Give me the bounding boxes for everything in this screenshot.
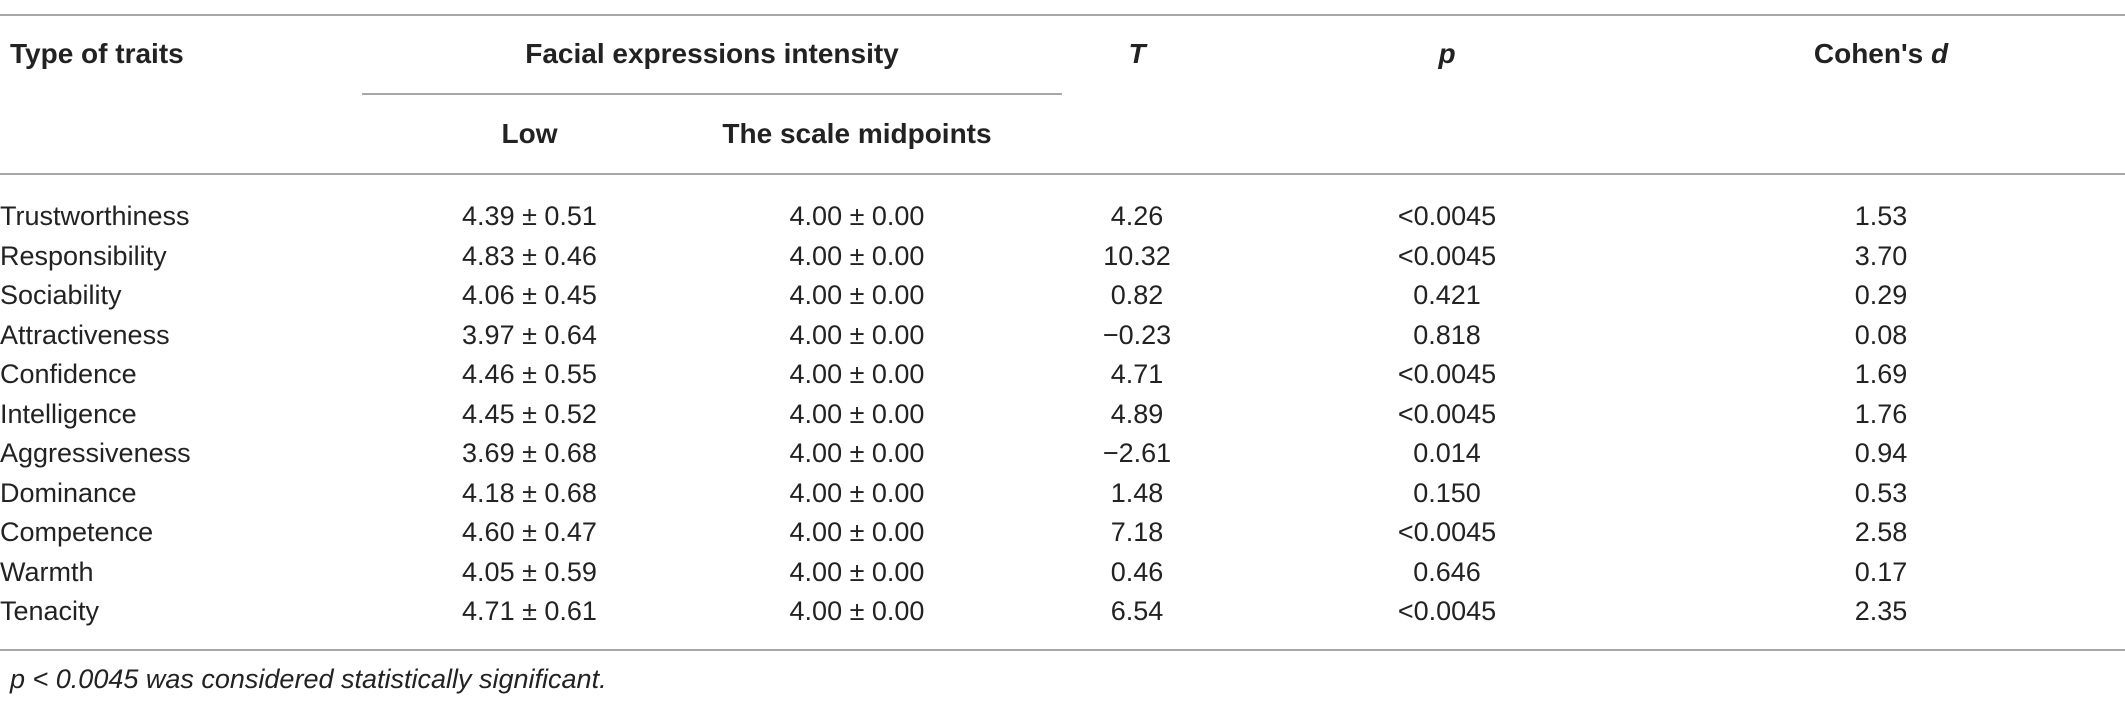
t-cell: 6.54 <box>1110 596 1164 626</box>
t-cell: −2.61 <box>1102 438 1172 468</box>
t-cell: 4.89 <box>1110 398 1164 429</box>
t-cell: 0.46 <box>1110 556 1164 587</box>
trait-cell: Intelligence <box>0 398 137 429</box>
table-row: Trustworthiness 4.39 ± 0.51 4.00 ± 0.00 4.2… <box>0 197 2125 237</box>
table-body: Trustworthiness 4.39 ± 0.51 4.00 ± 0.00 4.2… <box>0 197 2125 632</box>
t-cell: 4.26 <box>1110 201 1164 231</box>
header-scale-midpoints: The scale midpoints <box>722 118 992 149</box>
midpoint-cell: 4.00 ± 0.00 <box>789 240 925 271</box>
midpoint-cell: 4.00 ± 0.00 <box>789 201 925 231</box>
table-row: Tenacity 4.71 ± 0.61 4.00 ± 0.00 6.54 <0.004… <box>0 592 2125 632</box>
midpoint-cell: 4.00 ± 0.00 <box>789 596 925 626</box>
cohens-d-cell: 2.35 <box>1854 596 1908 626</box>
trait-cell: Confidence <box>0 359 137 389</box>
table-bottom-rule <box>0 649 2125 651</box>
trait-cell: Sociability <box>0 280 122 310</box>
midpoint-cell: 4.00 ± 0.00 <box>789 517 925 547</box>
p-cell: 0.014 <box>1413 438 1481 468</box>
low-cell: 4.71 ± 0.61 <box>462 596 597 626</box>
table-row: Competence 4.60 ± 0.47 4.00 ± 0.00 7.18 <0.0… <box>0 513 2125 553</box>
cohens-d-cell: 0.17 <box>1854 556 1908 587</box>
low-cell: 4.60 ± 0.47 <box>462 517 597 547</box>
trait-cell: Attractiveness <box>0 319 170 350</box>
low-cell: 4.39 ± 0.51 <box>462 201 597 231</box>
cohens-d-cell: 0.53 <box>1854 477 1908 508</box>
table-row: Attractiveness 3.97 ± 0.64 4.00 ± 0.00 −0.2… <box>0 316 2125 356</box>
table-row: Sociability 4.06 ± 0.45 4.00 ± 0.00 0.82 0.4… <box>0 276 2125 316</box>
low-cell: 4.05 ± 0.59 <box>462 556 597 587</box>
header-low: Low <box>501 118 558 149</box>
table-row: Aggressiveness 3.69 ± 0.68 4.00 ± 0.00 −2.6… <box>0 434 2125 474</box>
header-bottom-rule <box>0 173 2125 175</box>
t-cell: 10.32 <box>1103 240 1171 271</box>
trait-cell: Aggressiveness <box>0 438 191 468</box>
header-facial-expressions-intensity: Facial expressions intensity <box>525 38 899 69</box>
low-cell: 4.45 ± 0.52 <box>462 398 597 429</box>
trait-cell: Trustworthiness <box>0 201 190 231</box>
table-row: Responsibility 4.83 ± 0.46 4.00 ± 0.00 10.3… <box>0 237 2125 277</box>
midpoint-cell: 4.00 ± 0.00 <box>789 280 925 310</box>
low-cell: 4.83 ± 0.46 <box>462 240 597 271</box>
midpoint-cell: 4.00 ± 0.00 <box>789 556 925 587</box>
low-cell: 3.97 ± 0.64 <box>462 319 597 350</box>
t-cell: 7.18 <box>1110 517 1164 547</box>
t-cell: −0.23 <box>1102 319 1172 350</box>
cohens-d-cell: 3.70 <box>1854 240 1908 271</box>
header-cohens-d-prefix: Cohen's <box>1813 38 1931 69</box>
midpoint-cell: 4.00 ± 0.00 <box>789 319 925 350</box>
t-cell: 0.82 <box>1110 280 1164 310</box>
p-cell: <0.0045 <box>1397 201 1497 231</box>
p-cell: <0.0045 <box>1397 596 1497 626</box>
p-cell: 0.818 <box>1413 319 1481 350</box>
midpoint-cell: 4.00 ± 0.00 <box>789 398 925 429</box>
low-cell: 4.18 ± 0.68 <box>462 477 597 508</box>
header-t: T <box>1017 38 1257 70</box>
midpoint-cell: 4.00 ± 0.00 <box>789 438 925 468</box>
p-cell: <0.0045 <box>1397 517 1497 547</box>
low-cell: 4.06 ± 0.45 <box>462 280 597 310</box>
header-t-symbol: T <box>1128 38 1146 69</box>
data-table: Trustworthiness 4.39 ± 0.51 4.00 ± 0.00 4.2… <box>0 197 2125 632</box>
low-cell: 3.69 ± 0.68 <box>462 438 597 468</box>
table-row: Confidence 4.46 ± 0.55 4.00 ± 0.00 4.71 <0.0… <box>0 355 2125 395</box>
cohens-d-cell: 0.08 <box>1854 319 1908 350</box>
midpoint-cell: 4.00 ± 0.00 <box>789 477 925 508</box>
trait-cell: Tenacity <box>0 596 100 626</box>
trait-cell: Responsibility <box>0 240 167 271</box>
subheader-rule <box>362 93 1062 95</box>
header-p: p <box>1257 38 1637 70</box>
low-cell: 4.46 ± 0.55 <box>462 359 597 389</box>
table-top-rule <box>0 14 2125 16</box>
header-p-symbol: p <box>1438 38 1456 69</box>
cohens-d-cell: 1.53 <box>1854 201 1908 231</box>
p-cell: <0.0045 <box>1397 398 1497 429</box>
p-cell: <0.0045 <box>1397 240 1497 271</box>
header-type-of-traits: Type of traits <box>10 38 184 69</box>
cohens-d-cell: 0.94 <box>1854 438 1908 468</box>
cohens-d-cell: 1.76 <box>1854 398 1908 429</box>
table-row: Warmth 4.05 ± 0.59 4.00 ± 0.00 0.46 0.646 0.1… <box>0 553 2125 593</box>
table-row: Dominance 4.18 ± 0.68 4.00 ± 0.00 1.48 0.150… <box>0 474 2125 514</box>
header-cohens-d: Cohen's d <box>1637 38 2125 70</box>
p-cell: 0.150 <box>1413 477 1481 508</box>
footnote: p < 0.0045 was considered statistically … <box>10 664 607 694</box>
t-cell: 4.71 <box>1110 359 1164 389</box>
trait-cell: Warmth <box>0 556 94 587</box>
p-cell: <0.0045 <box>1397 359 1497 389</box>
cohens-d-cell: 1.69 <box>1854 359 1908 389</box>
trait-cell: Competence <box>0 517 154 547</box>
cohens-d-cell: 0.29 <box>1854 280 1908 310</box>
p-cell: 0.646 <box>1413 556 1481 587</box>
midpoint-cell: 4.00 ± 0.00 <box>789 359 925 389</box>
header-cohens-d-symbol: d <box>1931 38 1949 69</box>
p-cell: 0.421 <box>1413 280 1481 310</box>
t-cell: 1.48 <box>1110 477 1164 508</box>
cohens-d-cell: 2.58 <box>1854 517 1908 547</box>
table-row: Intelligence 4.45 ± 0.52 4.00 ± 0.00 4.89 <0… <box>0 395 2125 435</box>
trait-cell: Dominance <box>0 477 137 508</box>
